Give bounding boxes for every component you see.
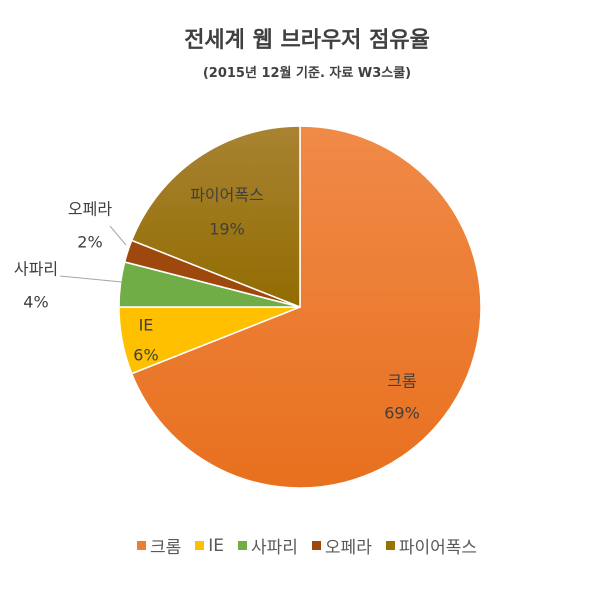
chart-title: 전세계 웹 브라우저 점유율 [184,28,430,53]
legend-label: IE [208,535,224,556]
legend-item: IE [195,533,224,558]
legend: 크롬 IE 사파리 오페라 파이어폭스 [0,533,614,558]
legend-swatch [195,541,205,550]
legend-item: 오페라 [311,533,372,558]
legend-swatch [136,541,146,550]
chart-subtitle: (2015년 12월 기준. 자료 W3스쿨) [202,66,412,81]
value-label: 19% [209,220,245,239]
legend-label: 사파리 [251,538,298,558]
pie-slice-4 [130,125,301,309]
value-label: 2% [77,233,102,252]
category-label: 크롬 [387,372,416,391]
value-label: 6% [133,346,158,365]
value-label: 4% [23,293,48,312]
legend-label: 크롬 [149,538,182,558]
legend-item: 사파리 [238,533,298,558]
category-label: 오페라 [68,200,112,219]
legend-item: 파이어폭스 [385,533,478,558]
value-label: 69% [384,404,420,423]
legend-label: 오페라 [324,538,372,558]
pie-slice-0 [130,125,482,489]
legend-label: 파이어폭스 [398,538,478,558]
category-label: 사파리 [14,260,58,279]
legend-swatch [311,541,321,550]
leader-line [59,275,123,283]
legend-swatch [238,541,247,550]
leader-line [109,225,127,246]
category-label: IE [139,316,154,335]
category-label: 파이어폭스 [190,186,264,205]
legend-swatch [385,541,395,550]
legend-item: 크롬 [136,533,182,558]
